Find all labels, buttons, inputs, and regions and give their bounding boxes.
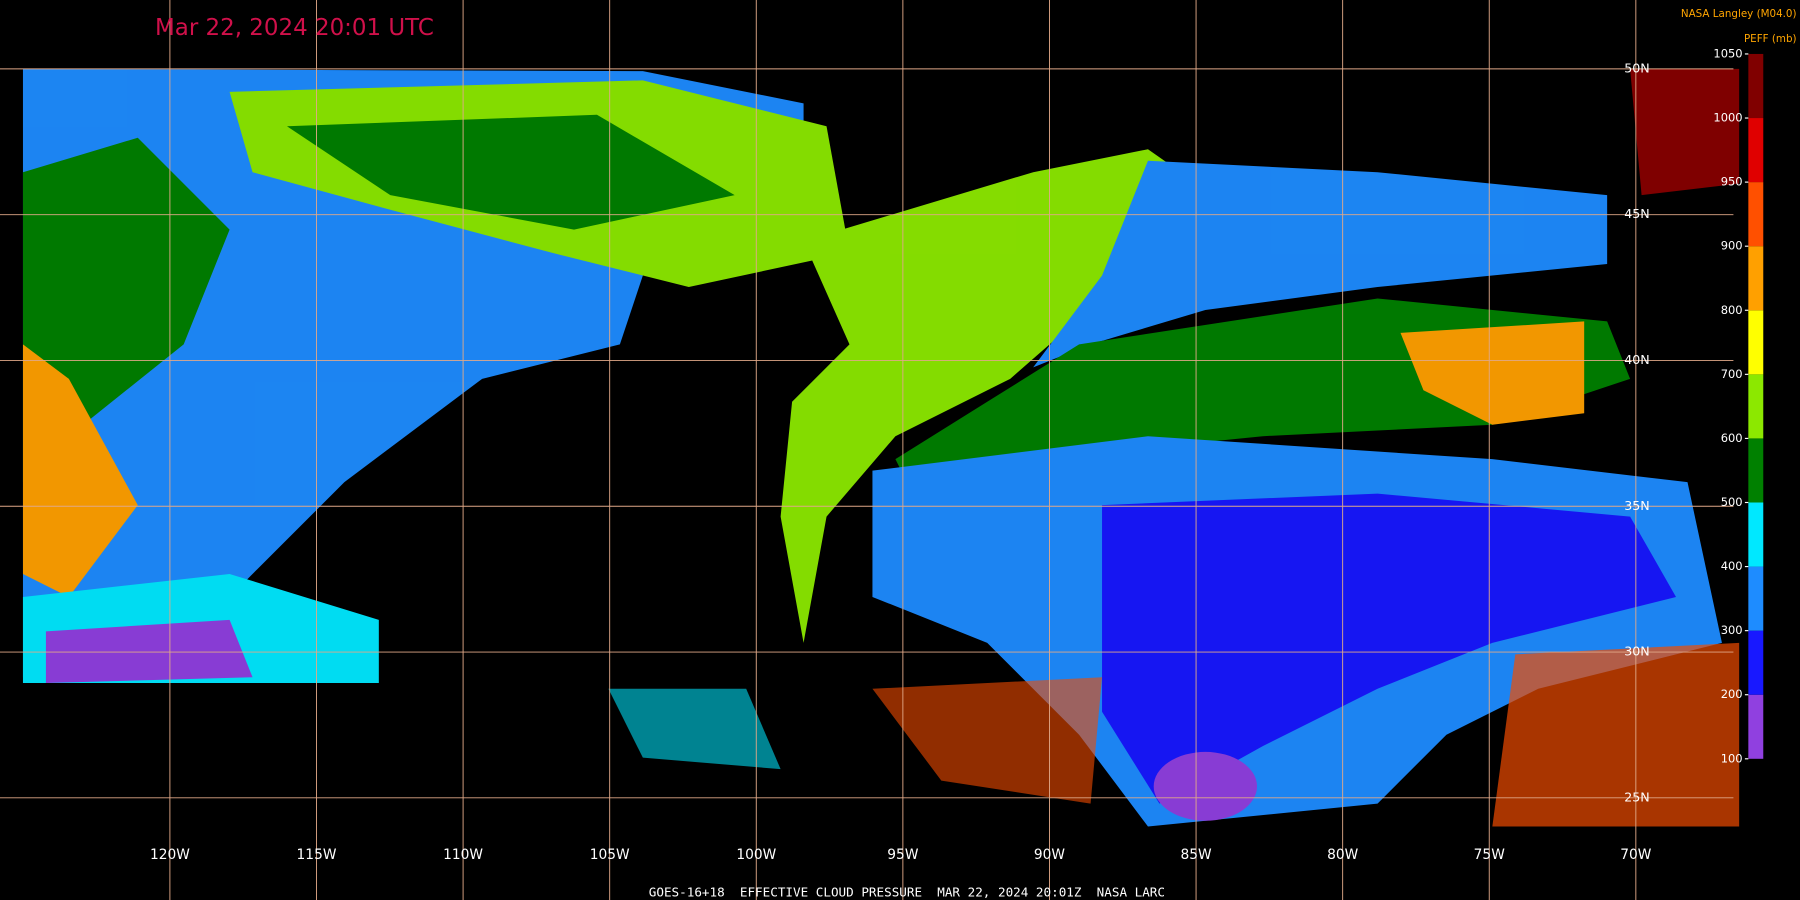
colorbar-band [1748,374,1764,439]
longitude-label: 70W [1620,847,1652,863]
colorbar-tick-label: 500 [1721,495,1743,509]
colorbar-tick-label: 100 [1721,751,1743,765]
colorbar-band [1748,694,1764,759]
colorbar-tick-label: 900 [1721,239,1743,253]
latitude-label: 30N [1624,644,1649,659]
colorbar-band [1748,502,1764,567]
latitude-label: 35N [1624,498,1649,513]
longitude-label: 80W [1327,847,1359,863]
cloud-region [286,114,735,230]
colorbar-band [1748,246,1764,311]
longitude-label: 75W [1474,847,1506,863]
colorbar-tick-label: 1000 [1713,111,1742,125]
colorbar-band [1748,566,1764,631]
latitude-label: 40N [1624,352,1649,367]
cloud-region [1033,160,1608,368]
longitude-label: 85W [1180,847,1212,863]
longitude-label: 105W [590,847,630,863]
cloud-region [45,619,253,684]
colorbar-tick-label: 700 [1721,367,1743,381]
colorbar-tick-label: 600 [1721,431,1743,445]
colorbar-tick-label: 1050 [1713,46,1742,60]
colorbar-tick-label: 300 [1721,623,1743,637]
longitude-label: 100W [736,847,776,863]
colorbar-band [1748,182,1764,247]
cloud-imagery [22,68,1740,827]
colorbar-band [1748,53,1764,119]
cloud-region [1400,321,1585,425]
cloud-region [1492,642,1740,827]
longitude-label: 95W [887,847,919,863]
colorbar-band [1748,438,1764,503]
longitude-label: 120W [150,847,190,863]
colorbar-band [1748,118,1764,183]
cloud-region [1102,493,1677,804]
colorbar-band [1748,310,1764,375]
title: Mar 22, 2024 20:01 UTC [155,15,434,41]
longitude-label: 110W [443,847,483,863]
colorbar-label: PEFF (mb) [1744,33,1797,45]
colorbar-tick-label: 200 [1721,687,1743,701]
latitude-label: 50N [1624,60,1649,75]
cloud-region [608,688,781,770]
cloud-region [1630,68,1740,196]
longitude-label: 115W [297,847,337,863]
cloud-region [872,677,1103,804]
colorbar-tick-label: 800 [1721,303,1743,317]
latitude-label: 25N [1624,789,1649,804]
colorbar-band [1748,630,1764,695]
cloud-region [1153,751,1258,821]
cloud-region [22,344,138,597]
graticule [0,0,1734,900]
colorbar-tick-label: 950 [1721,175,1743,189]
credit: NASA Langley (M04.0) [1681,8,1797,20]
latitude-label: 45N [1624,206,1649,221]
footer: GOES-16+18 EFFECTIVE CLOUD PRESSURE MAR … [649,885,1165,900]
colorbar-tick-label: 400 [1721,559,1743,573]
longitude-label: 90W [1034,847,1066,863]
